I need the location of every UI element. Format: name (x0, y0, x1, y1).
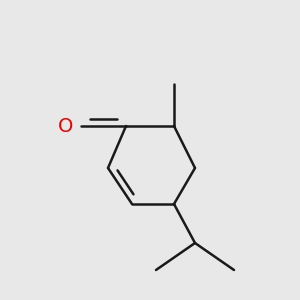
Text: O: O (58, 116, 74, 136)
